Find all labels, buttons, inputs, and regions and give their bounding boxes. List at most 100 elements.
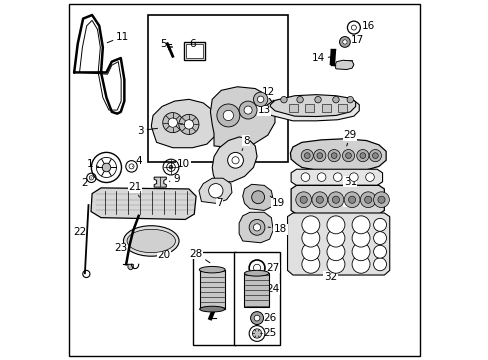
Circle shape: [330, 153, 336, 158]
Circle shape: [342, 40, 346, 44]
Ellipse shape: [199, 266, 224, 273]
Circle shape: [227, 152, 243, 168]
Text: 17: 17: [350, 35, 364, 45]
Circle shape: [373, 245, 386, 258]
Circle shape: [351, 229, 369, 247]
Circle shape: [327, 192, 343, 208]
Circle shape: [351, 216, 369, 234]
Circle shape: [280, 96, 286, 103]
Circle shape: [184, 120, 193, 129]
Circle shape: [349, 173, 357, 181]
Text: 16: 16: [360, 21, 374, 31]
Text: 7: 7: [216, 194, 222, 208]
Bar: [244, 273, 268, 307]
Circle shape: [317, 173, 325, 181]
Text: 14: 14: [311, 53, 330, 63]
Polygon shape: [199, 178, 231, 203]
Ellipse shape: [123, 226, 179, 256]
Circle shape: [314, 96, 321, 103]
Ellipse shape: [244, 270, 268, 276]
Circle shape: [373, 192, 388, 208]
Text: 9: 9: [169, 174, 179, 184]
Bar: [233, 252, 280, 345]
Bar: [147, 15, 287, 162]
Text: 1: 1: [87, 159, 98, 169]
Polygon shape: [151, 99, 217, 148]
Circle shape: [332, 96, 339, 103]
Ellipse shape: [127, 229, 175, 253]
Bar: [199, 270, 224, 309]
Circle shape: [208, 184, 223, 198]
Bar: [183, 42, 204, 60]
Circle shape: [364, 196, 371, 203]
Text: 31: 31: [343, 177, 356, 187]
Circle shape: [359, 153, 365, 158]
Polygon shape: [242, 184, 273, 211]
Circle shape: [163, 113, 183, 133]
Circle shape: [327, 149, 340, 162]
Text: 5: 5: [160, 40, 169, 50]
Circle shape: [332, 196, 339, 203]
Text: 19: 19: [270, 196, 285, 208]
Text: 15: 15: [341, 60, 354, 70]
Circle shape: [342, 149, 354, 162]
Text: 11: 11: [107, 32, 129, 43]
Polygon shape: [266, 96, 359, 121]
Bar: [321, 104, 330, 112]
Text: 8: 8: [242, 136, 249, 150]
Text: 10: 10: [177, 158, 190, 168]
Text: 20: 20: [157, 245, 170, 260]
Polygon shape: [239, 212, 273, 243]
Circle shape: [251, 191, 264, 204]
Circle shape: [223, 110, 233, 121]
Circle shape: [168, 118, 177, 127]
Polygon shape: [154, 177, 166, 187]
Bar: [192, 252, 235, 345]
Text: 4: 4: [132, 156, 142, 166]
Circle shape: [313, 149, 325, 162]
Circle shape: [301, 255, 319, 273]
Circle shape: [217, 104, 239, 127]
Text: 25: 25: [263, 328, 276, 338]
Text: 6: 6: [189, 39, 195, 49]
Circle shape: [351, 243, 369, 261]
Text: 12: 12: [262, 87, 275, 102]
Text: 23: 23: [114, 243, 128, 253]
Circle shape: [301, 229, 319, 247]
Circle shape: [301, 216, 319, 234]
Circle shape: [344, 192, 359, 208]
Circle shape: [254, 315, 260, 321]
Circle shape: [169, 165, 172, 169]
Circle shape: [360, 192, 375, 208]
Polygon shape: [290, 169, 382, 185]
Circle shape: [373, 258, 386, 271]
Circle shape: [345, 153, 351, 158]
Circle shape: [296, 96, 303, 103]
Text: 28: 28: [189, 248, 209, 263]
Polygon shape: [287, 213, 389, 275]
Polygon shape: [270, 95, 355, 117]
Bar: [289, 104, 298, 112]
Circle shape: [351, 255, 369, 273]
Circle shape: [244, 106, 252, 114]
Polygon shape: [290, 139, 386, 171]
Circle shape: [316, 196, 323, 203]
Circle shape: [373, 219, 386, 231]
Bar: [337, 104, 346, 112]
Circle shape: [311, 192, 327, 208]
Text: 30: 30: [343, 197, 356, 207]
Text: 22: 22: [74, 227, 87, 237]
Circle shape: [316, 153, 322, 158]
Circle shape: [356, 149, 368, 162]
Circle shape: [295, 192, 311, 208]
Text: 32: 32: [323, 266, 337, 282]
Circle shape: [339, 37, 349, 47]
Ellipse shape: [199, 306, 224, 312]
Circle shape: [252, 329, 261, 338]
Text: 29: 29: [343, 130, 356, 146]
Polygon shape: [334, 60, 353, 69]
Text: 26: 26: [263, 313, 276, 323]
Polygon shape: [128, 264, 133, 270]
Text: 3: 3: [137, 126, 157, 135]
Circle shape: [377, 196, 384, 203]
